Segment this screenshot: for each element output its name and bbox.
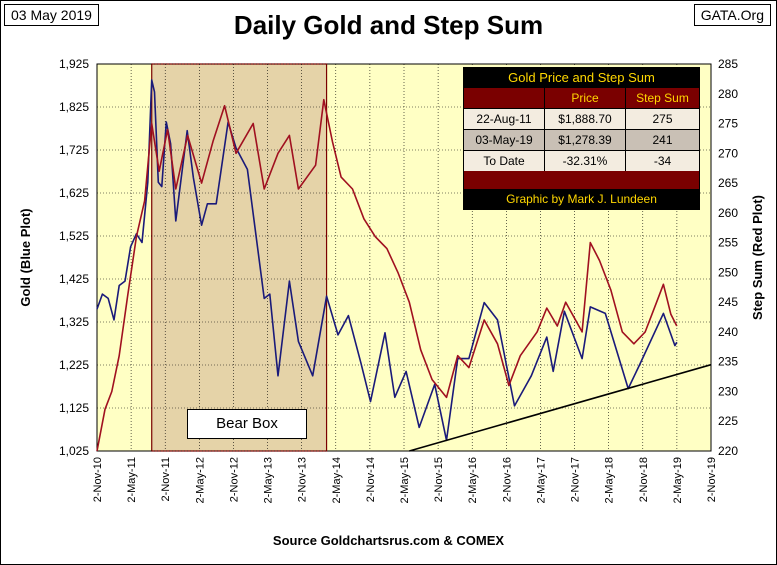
table-row: 22-Aug-11 $1,888.70 275 — [464, 108, 699, 129]
y-left-tick-label: 1,225 — [59, 358, 89, 372]
table-header-step: Step Sum — [636, 91, 689, 105]
x-tick-label: 2-May-19 — [672, 457, 684, 503]
table-spacer — [464, 171, 699, 189]
y-right-tick-label: 285 — [718, 57, 738, 71]
x-tick-label: 2-Nov-17 — [570, 457, 582, 502]
y-left-tick-label: 1,025 — [59, 444, 89, 458]
y-left-tick-label: 1,425 — [59, 272, 89, 286]
x-tick-label: 2-Nov-10 — [92, 457, 104, 502]
x-tick-label: 2-May-16 — [467, 457, 479, 503]
y-right-tick-label: 260 — [718, 206, 738, 220]
y-right-tick-label: 270 — [718, 146, 738, 160]
y-right-tick-label: 280 — [718, 87, 738, 101]
y-left-tick-label: 1,125 — [59, 401, 89, 415]
table-row: To Date -32.31% -34 — [464, 150, 699, 171]
y-left-axis-label: Gold (Blue Plot) — [18, 208, 33, 306]
chart-title: Daily Gold and Step Sum — [233, 10, 544, 40]
y-right-tick-label: 230 — [718, 384, 738, 398]
table-cell-step: 275 — [652, 112, 673, 126]
y-right-tick-label: 235 — [718, 355, 738, 369]
x-tick-label: 2-May-17 — [535, 457, 547, 503]
step-sum-series-line — [96, 98, 678, 452]
x-tick-label: 2-May-11 — [126, 457, 138, 503]
table-cell-label: 22-Aug-11 — [464, 109, 545, 129]
x-tick-label: 2-May-15 — [399, 457, 411, 503]
gold-series-line — [96, 79, 678, 442]
y-right-axis-label: Step Sum (Red Plot) — [750, 195, 765, 320]
y-right-tick-label: 240 — [718, 325, 738, 339]
table-cell-price: -32.31% — [545, 151, 626, 171]
table-row: 03-May-19 $1,278.39 241 — [464, 129, 699, 150]
info-table: Gold Price and Step Sum Price Step Sum 2… — [463, 67, 700, 210]
table-cell-price: $1,278.39 — [545, 130, 626, 150]
x-tick-label: 2-Nov-11 — [160, 457, 172, 501]
site-label: GATA.Org — [693, 4, 771, 26]
x-tick-label: 2-Nov-15 — [433, 457, 445, 502]
y-right-tick-label: 245 — [718, 295, 738, 309]
y-left-tick-label: 1,825 — [59, 100, 89, 114]
x-tick-label: 2-May-13 — [263, 457, 275, 503]
bear-box-label: Bear Box — [187, 409, 307, 439]
y-right-tick-label: 275 — [718, 117, 738, 131]
y-left-tick-label: 1,325 — [59, 315, 89, 329]
y-left-tick-label: 1,625 — [59, 186, 89, 200]
x-tick-label: 2-Nov-19 — [706, 457, 718, 502]
y-right-tick-label: 265 — [718, 176, 738, 190]
y-left-tick-label: 1,925 — [59, 57, 89, 71]
x-tick-label: 2-Nov-12 — [228, 457, 240, 502]
source-text: Source Goldchartsrus.com & COMEX — [272, 533, 505, 548]
table-cell-step: 241 — [652, 133, 673, 147]
y-right-tick-label: 250 — [718, 265, 738, 279]
date-label: 03 May 2019 — [4, 4, 99, 26]
y-left-tick-label: 1,725 — [59, 143, 89, 157]
x-tick-label: 2-Nov-18 — [638, 457, 650, 502]
table-title: Gold Price and Step Sum — [464, 68, 699, 88]
table-cell-label: 03-May-19 — [464, 130, 545, 150]
x-tick-label: 2-May-18 — [604, 457, 616, 503]
x-tick-label: 2-Nov-14 — [365, 457, 377, 502]
table-header-row: Price Step Sum — [464, 88, 699, 108]
x-tick-label: 2-May-14 — [331, 457, 343, 503]
x-tick-label: 2-Nov-13 — [297, 457, 309, 502]
y-right-tick-label: 220 — [718, 444, 738, 458]
x-tick-label: 2-May-12 — [194, 457, 206, 503]
x-tick-label: 2-Nov-16 — [501, 457, 513, 502]
table-cell-step: -34 — [653, 154, 672, 168]
table-cell-price: $1,888.70 — [545, 109, 626, 129]
table-header-price: Price — [545, 88, 626, 108]
table-cell-label: To Date — [464, 151, 545, 171]
y-left-tick-label: 1,525 — [59, 229, 89, 243]
bear-box — [151, 63, 328, 452]
table-credit: Graphic by Mark J. Lundeen — [464, 189, 699, 209]
trend-line — [409, 363, 712, 452]
y-right-tick-label: 225 — [718, 414, 738, 428]
y-right-tick-label: 255 — [718, 236, 738, 250]
table-header-blank — [464, 88, 545, 108]
